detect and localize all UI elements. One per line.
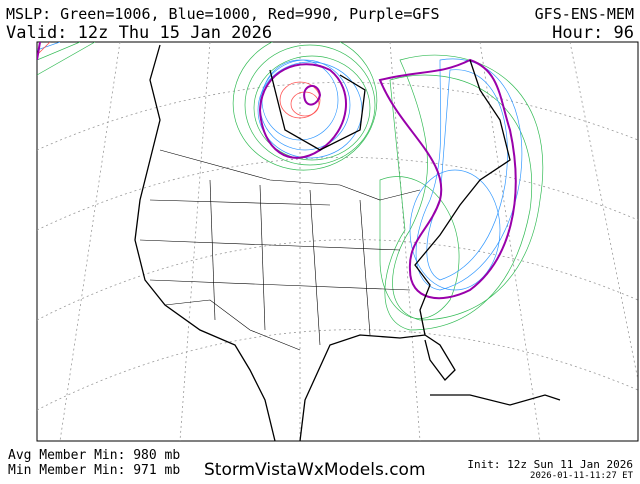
borders	[139, 149, 421, 351]
green-contours	[37, 42, 544, 331]
init-time: Init: 12z Sun 11 Jan 2026	[467, 458, 633, 471]
forecast-hour: Hour: 96	[552, 23, 634, 43]
map	[36, 41, 639, 442]
title-right: GFS-ENS-MEM	[535, 5, 634, 23]
min-member-min: Min Member Min: 971 mb	[8, 463, 180, 478]
timestamp: 2026-01-11-11:27 ET	[530, 471, 634, 480]
gfs-contours	[37, 42, 517, 300]
avg-member-min: Avg Member Min: 980 mb	[8, 448, 180, 463]
site-name: StormVistaWxModels.com	[204, 460, 426, 480]
valid-time: Valid: 12z Thu 15 Jan 2026	[6, 23, 272, 43]
title-left: MSLP: Green=1006, Blue=1000, Red=990, Pu…	[6, 5, 439, 23]
graticule	[37, 42, 638, 441]
coastline	[134, 44, 561, 441]
